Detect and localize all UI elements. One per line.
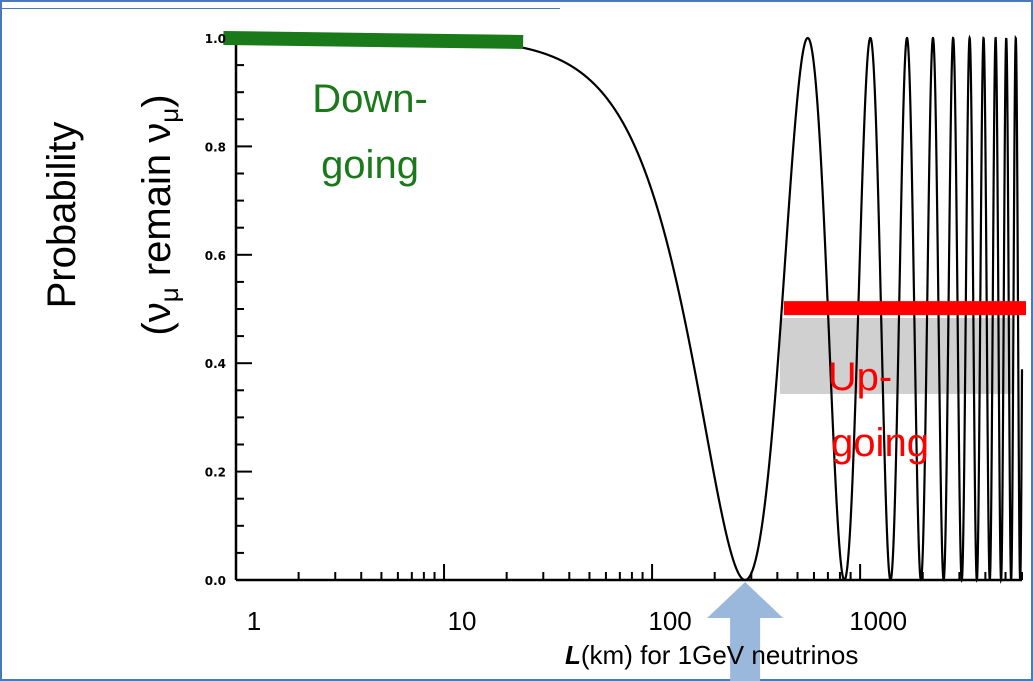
slide-top-border	[0, 0, 560, 9]
up-going-label-line2: going	[831, 421, 929, 465]
down-going-label-line1: Down-	[312, 77, 428, 121]
x-tick-label: 100	[648, 606, 691, 636]
y-tick-label: 0.2	[205, 466, 226, 480]
x-tick-label: 1000	[849, 606, 907, 636]
down-going-bar	[223, 31, 524, 49]
arrow-shape	[707, 582, 784, 681]
down-going-label-line2: going	[321, 143, 419, 187]
up-going-label-line1: Up-	[828, 355, 892, 399]
x-axis-label: L(km) for 1GeV neutrinos	[565, 640, 858, 670]
up-going-backdrop	[780, 318, 1012, 394]
y-axis-label-line2: (νμ remain νμ)	[135, 94, 184, 335]
y-tick-label: 0.6	[205, 249, 226, 263]
y-tick-label: 0.8	[205, 140, 226, 154]
y-tick-label: 1.0	[205, 32, 226, 46]
y-tick-label: 0.0	[205, 574, 226, 588]
x-tick-label: 10	[448, 606, 477, 636]
y-axis-label-line1: Probability	[40, 122, 84, 309]
y-tick-label: 0.4	[205, 357, 226, 371]
x-tick-label: 1	[247, 606, 261, 636]
arrow-icon	[707, 582, 784, 681]
